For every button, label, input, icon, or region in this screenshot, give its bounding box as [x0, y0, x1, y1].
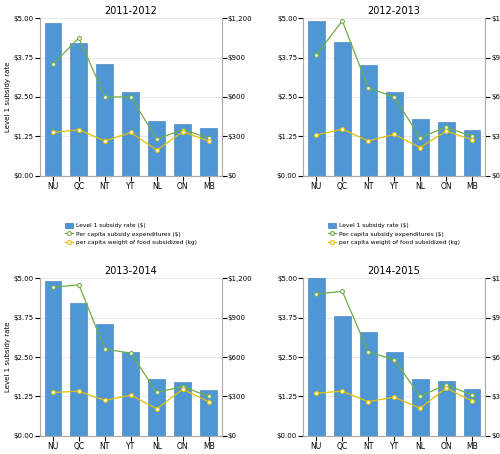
Bar [412, 119, 428, 176]
Bar [308, 278, 325, 436]
Bar [200, 390, 217, 436]
Bar [70, 44, 88, 176]
Bar [70, 303, 88, 436]
Title: 2014-2015: 2014-2015 [368, 266, 420, 276]
Title: 2013-2014: 2013-2014 [104, 266, 157, 276]
Bar [360, 65, 376, 176]
Bar [412, 379, 428, 436]
Y-axis label: Level 1 subsidy rate: Level 1 subsidy rate [4, 322, 10, 392]
Bar [122, 92, 139, 176]
Bar [386, 92, 402, 176]
Bar [464, 389, 480, 436]
Bar [438, 122, 454, 176]
Bar [360, 332, 376, 436]
Bar [122, 352, 139, 436]
Bar [308, 21, 325, 176]
Title: 2012-2013: 2012-2013 [368, 6, 420, 16]
Y-axis label: Level 1 subsidy rate: Level 1 subsidy rate [4, 62, 10, 132]
Bar [174, 124, 191, 176]
Bar [438, 380, 454, 436]
Bar [148, 121, 165, 176]
Bar [96, 324, 114, 436]
Bar [386, 352, 402, 436]
Bar [200, 128, 217, 176]
Bar [148, 379, 165, 436]
Title: 2011-2012: 2011-2012 [104, 6, 158, 16]
Bar [44, 281, 62, 436]
Bar [334, 42, 350, 176]
Bar [96, 64, 114, 176]
Legend: Level 1 subsidy rate ($), Per capita subsidy expenditures ($), per capita weight: Level 1 subsidy rate ($), Per capita sub… [65, 223, 197, 245]
Bar [334, 316, 350, 436]
Bar [464, 130, 480, 176]
Legend: Level 1 subsidy rate ($), Per capita subsidy expenditures ($), per capita weight: Level 1 subsidy rate ($), Per capita sub… [328, 223, 460, 245]
Bar [44, 23, 62, 176]
Bar [174, 382, 191, 436]
